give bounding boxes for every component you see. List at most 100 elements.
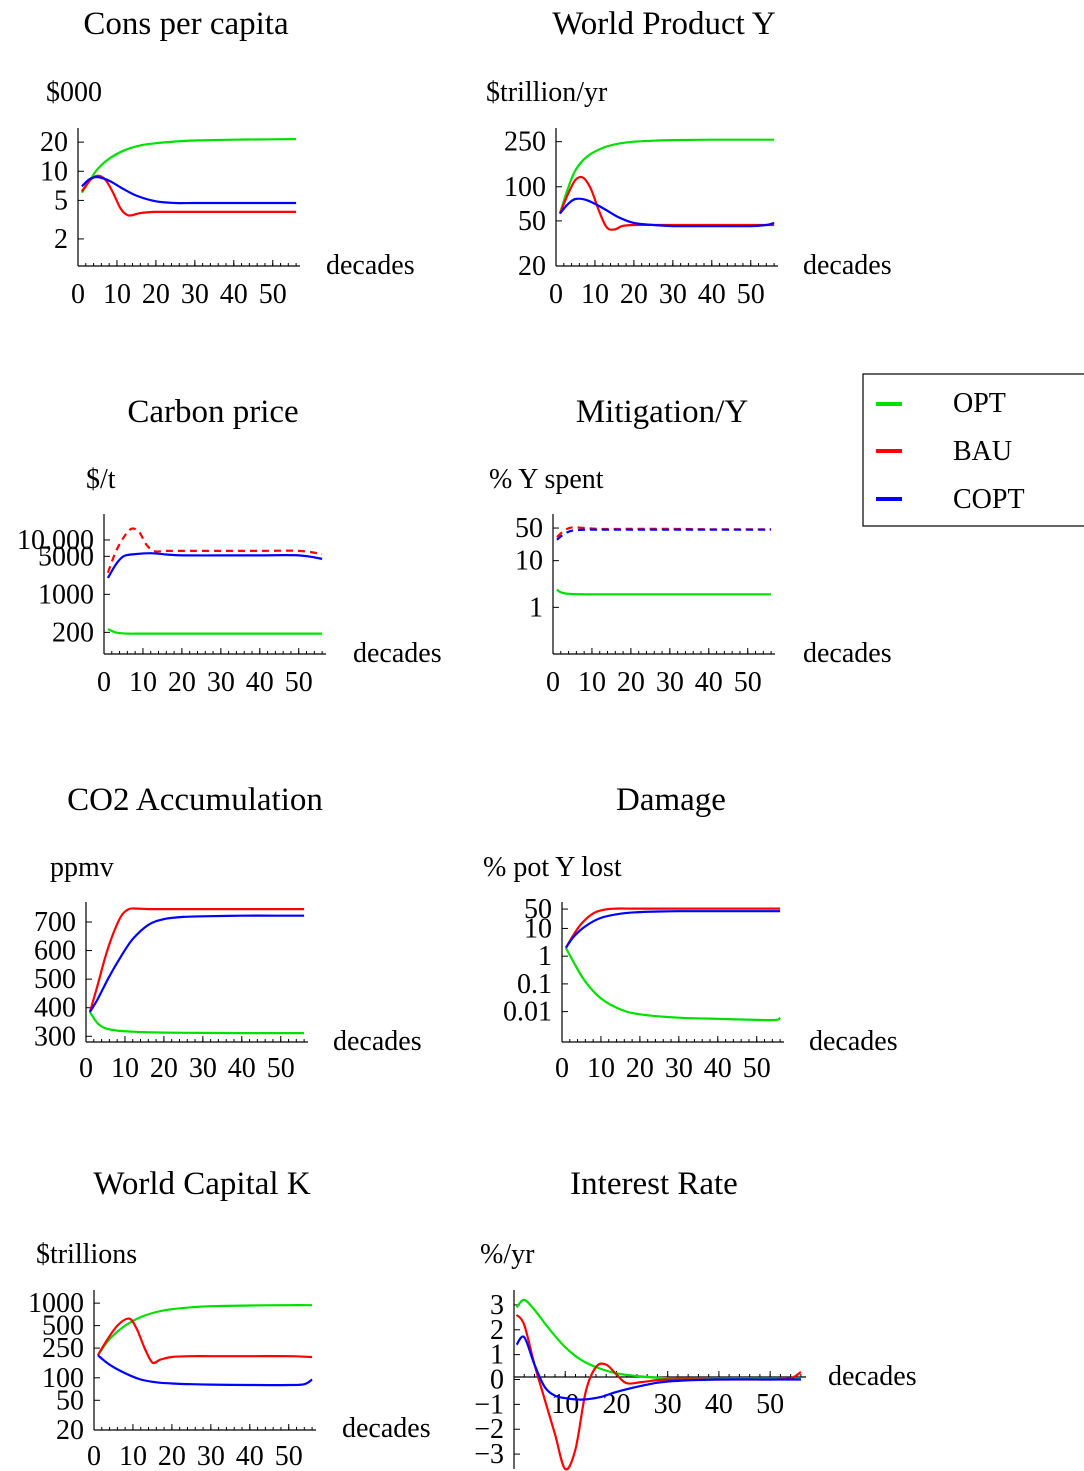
x-tick-label: 50 (267, 1053, 295, 1084)
x-tick-label: 30 (665, 1053, 693, 1084)
panel-interest-rate: Interest Rate %/yr decades (480, 1166, 917, 1392)
x-axis-label: decades (809, 1026, 898, 1057)
x-tick-label: 0 (71, 279, 85, 310)
x-tick-label: 10 (129, 667, 157, 698)
x-tick-label: 20 (626, 1053, 654, 1084)
y-tick-label: 50 (524, 894, 552, 925)
series-line-bau (88, 907, 305, 1013)
x-tick-label: 30 (207, 667, 235, 698)
y-tick-label: 50 (518, 206, 546, 237)
x-tick-label: 0 (549, 279, 563, 310)
panel-title: World Capital K (93, 1166, 310, 1202)
y-tick-label: 0 (490, 1365, 504, 1396)
x-tick-label: 40 (228, 1053, 256, 1084)
y-tick-label: 2 (54, 224, 68, 255)
y-tick-label: 0.01 (503, 997, 552, 1028)
series-line-bau (556, 526, 772, 538)
series-line-copt (88, 914, 305, 1013)
x-axis-label: decades (333, 1026, 422, 1057)
panel-world-product: World Product Y $trillion/yr decades (486, 6, 892, 281)
x-axis-label: decades (342, 1413, 431, 1444)
y-tick-label: 50 (56, 1385, 84, 1416)
panel-world-capital: World Capital K $trillions decades (36, 1166, 431, 1444)
y-tick-label: 700 (34, 907, 76, 938)
panel-title: World Product Y (552, 6, 775, 42)
panel-title: CO2 Accumulation (67, 782, 323, 818)
x-tick-label: 20 (158, 1441, 186, 1471)
x-tick-label: 40 (236, 1441, 264, 1471)
y-unit-label: % Y spent (489, 464, 604, 495)
x-tick-label: 10 (587, 1053, 615, 1084)
x-tick-label: 50 (743, 1053, 771, 1084)
series-line-bau (564, 907, 781, 949)
series-line-copt (515, 1335, 801, 1401)
x-tick-label: 50 (285, 667, 313, 698)
x-tick-label: 10 (111, 1053, 139, 1084)
y-tick-label: −2 (474, 1414, 504, 1445)
x-tick-label: 50 (737, 279, 765, 310)
series-line-copt (564, 910, 781, 949)
y-tick-label: 500 (34, 964, 76, 995)
x-tick-label: 40 (695, 667, 723, 698)
series-line-opt (564, 947, 781, 1022)
y-tick-label: 100 (42, 1363, 84, 1394)
y-tick-label: 1 (529, 592, 543, 623)
x-axis-label: decades (803, 638, 892, 669)
panel-cons-per-capita: Cons per capita $000 decades (46, 6, 415, 281)
x-axis-label: decades (803, 250, 892, 281)
x-tick-label: 40 (704, 1053, 732, 1084)
series-line-copt (106, 552, 323, 579)
y-tick-label: 20 (40, 127, 68, 158)
y-tick-label: 2 (490, 1315, 504, 1346)
y-tick-label: 20 (56, 1415, 84, 1446)
x-tick-label: 30 (654, 1389, 682, 1420)
y-tick-label: 600 (34, 936, 76, 967)
series-line-opt (107, 628, 323, 635)
x-tick-label: 40 (220, 279, 248, 310)
series-line-copt (81, 175, 297, 205)
y-unit-label: $trillion/yr (486, 77, 608, 108)
x-axis-label: decades (828, 1361, 917, 1392)
x-tick-label: 0 (546, 667, 560, 698)
panel-damage: Damage % pot Y lost decades (483, 782, 898, 1057)
series-line-opt (80, 138, 297, 194)
panel-title: Cons per capita (83, 6, 289, 42)
x-tick-label: 40 (705, 1389, 733, 1420)
x-tick-label: 0 (87, 1441, 101, 1471)
y-unit-label: % pot Y lost (483, 852, 622, 883)
x-tick-label: 10 (119, 1441, 147, 1471)
series-line-bau (106, 527, 323, 574)
y-tick-label: 1 (538, 941, 552, 972)
x-axis-label: decades (353, 638, 442, 669)
y-tick-label: 300 (34, 1021, 76, 1052)
x-tick-label: 30 (181, 279, 209, 310)
y-tick-label: 5000 (38, 541, 94, 572)
y-tick-label: 10 (40, 156, 68, 187)
x-tick-label: 10 (551, 1389, 579, 1420)
y-tick-label: 1 (490, 1340, 504, 1371)
y-tick-label: 5 (54, 185, 68, 216)
y-tick-label: 400 (34, 993, 76, 1024)
panel-carbon-price: Carbon price $/t decades (86, 394, 442, 669)
series-line-opt (515, 1298, 801, 1381)
series-line-opt (556, 588, 772, 596)
series-line-bau (558, 175, 775, 231)
panel-title: Interest Rate (570, 1166, 738, 1202)
x-tick-label: 20 (602, 1389, 630, 1420)
y-tick-label: −3 (474, 1439, 504, 1470)
series-line-opt (96, 1304, 313, 1356)
panel-mitigation: Mitigation/Y % Y spent decades (489, 394, 892, 669)
x-tick-label: 0 (79, 1053, 93, 1084)
legend-label-opt: OPT (953, 388, 1006, 419)
x-axis-label: decades (326, 250, 415, 281)
x-tick-label: 40 (698, 279, 726, 310)
panel-co2-accumulation: CO2 Accumulation ppmv decades (50, 782, 422, 1057)
panel-title: Carbon price (127, 394, 298, 430)
y-tick-label: 100 (504, 172, 546, 203)
x-tick-label: 30 (656, 667, 684, 698)
y-tick-label: 1000 (38, 579, 94, 610)
